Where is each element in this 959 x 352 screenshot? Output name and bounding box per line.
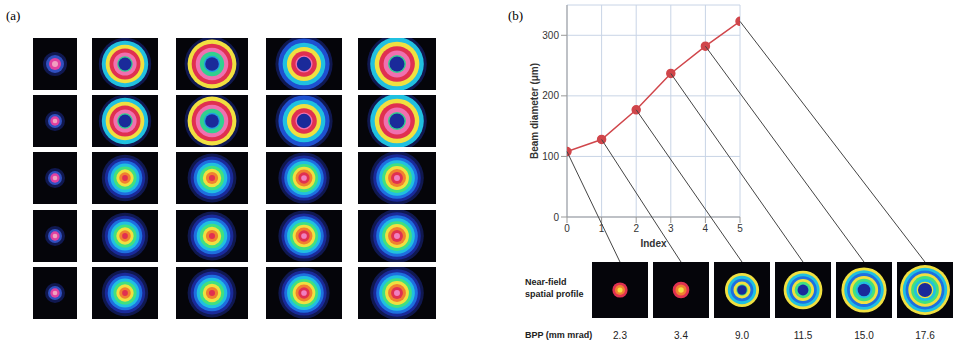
html-text:Near-field spatial profile: Near-field spatial profile [525, 277, 584, 299]
html-text:BPP (mm mrad): BPP (mm mrad) [525, 330, 593, 340]
svg-text:1: 1 [599, 223, 605, 234]
html-text:15.0: 15.0 [854, 330, 874, 341]
html-text:(b): (b) [508, 8, 524, 23]
svg-text:300: 300 [542, 30, 559, 41]
html-text:17.6: 17.6 [915, 330, 935, 341]
svg-text:5: 5 [737, 223, 743, 234]
html-text:9.0: 9.0 [735, 330, 749, 341]
svg-text:0: 0 [553, 212, 559, 223]
html-text:2.3: 2.3 [613, 330, 627, 341]
svg-text:4: 4 [703, 223, 709, 234]
html-text:11.5: 11.5 [793, 330, 813, 341]
html-text:(a): (a) [6, 8, 21, 23]
svg-text:0: 0 [564, 223, 570, 234]
svg-text:Index: Index [640, 238, 667, 249]
svg-text:3: 3 [668, 223, 674, 234]
svg-text:2: 2 [633, 223, 639, 234]
svg-text:200: 200 [542, 90, 559, 101]
svg-text:Beam diameter (μm): Beam diameter (μm) [529, 63, 540, 159]
svg-text:100: 100 [542, 151, 559, 162]
html-text:3.4: 3.4 [674, 330, 688, 341]
